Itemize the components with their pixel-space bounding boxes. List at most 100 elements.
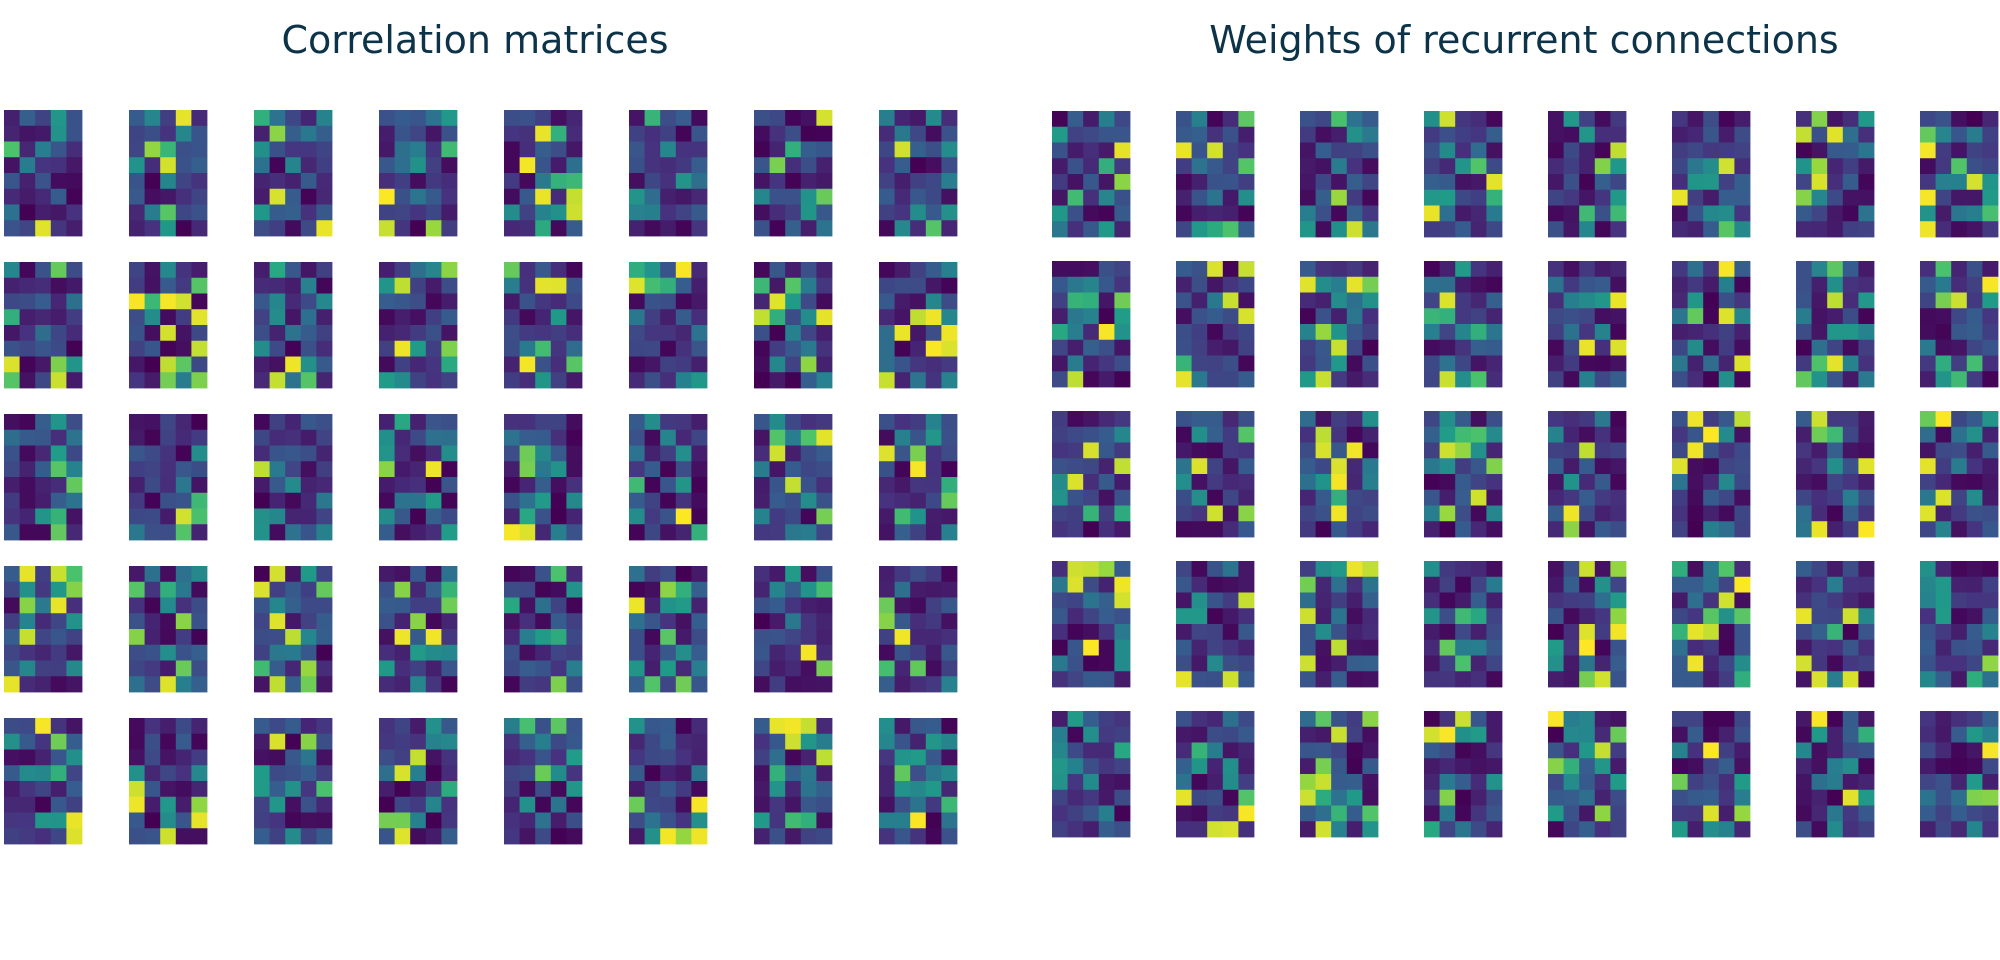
heatmap-cell xyxy=(1238,821,1255,838)
heatmap-cell xyxy=(800,429,817,446)
heatmap-cell xyxy=(941,429,958,446)
heatmap-cell xyxy=(1486,458,1503,475)
heatmap-cell xyxy=(1796,655,1812,672)
heatmap-cell xyxy=(691,812,708,829)
heatmap-cell xyxy=(785,173,802,190)
heatmap-cell xyxy=(425,141,442,158)
heatmap-cell xyxy=(1191,371,1208,388)
heatmap-cell xyxy=(894,765,911,782)
heatmap-cell xyxy=(629,796,645,813)
heatmap-cell xyxy=(1672,821,1688,838)
heatmap-cell xyxy=(1966,371,1983,388)
heatmap-cell xyxy=(285,644,302,661)
heatmap-cell xyxy=(769,356,786,373)
heatmap-cell xyxy=(300,262,317,279)
heatmap-cell xyxy=(1672,158,1688,175)
heatmap-cell xyxy=(1470,261,1487,278)
heatmap-cell xyxy=(269,828,286,845)
heatmap-cell xyxy=(129,262,145,279)
heatmap-cell xyxy=(1067,742,1084,759)
heatmap-cell xyxy=(1935,671,1952,688)
heatmap-matrix xyxy=(254,110,333,237)
heatmap-cell xyxy=(1703,261,1720,278)
heatmap-cell xyxy=(175,566,192,583)
heatmap-cell xyxy=(1718,758,1735,775)
heatmap-cell xyxy=(1842,142,1859,159)
heatmap-cell xyxy=(1951,442,1968,459)
heatmap-cell xyxy=(1176,726,1192,743)
heatmap-cell xyxy=(519,293,536,310)
heatmap-cell xyxy=(1114,142,1131,159)
heatmap-cell xyxy=(941,340,958,357)
heatmap-cell xyxy=(316,718,333,735)
heatmap-cell xyxy=(394,581,411,598)
heatmap-cell xyxy=(550,220,567,237)
heatmap-cell xyxy=(425,429,442,446)
heatmap-cell xyxy=(910,477,927,494)
heatmap-cell xyxy=(1362,711,1379,728)
heatmap-cell xyxy=(1300,292,1316,309)
heatmap-cell xyxy=(1222,711,1239,728)
heatmap-cell xyxy=(1114,442,1131,459)
heatmap-cell xyxy=(1594,774,1611,791)
heatmap-cell xyxy=(1827,758,1844,775)
heatmap-cell xyxy=(660,492,677,509)
heatmap-cell xyxy=(316,309,333,326)
heatmap-cell xyxy=(19,309,36,326)
heatmap-cell xyxy=(1083,111,1100,128)
heatmap-cell xyxy=(941,566,958,583)
heatmap-cell xyxy=(1346,758,1363,775)
heatmap-cell xyxy=(254,110,270,127)
heatmap-cell xyxy=(1920,142,1936,159)
heatmap-cell xyxy=(144,372,161,389)
heatmap-cell xyxy=(1796,426,1812,443)
heatmap-cell xyxy=(1951,742,1968,759)
heatmap-cell xyxy=(535,477,552,494)
heatmap-cell xyxy=(519,477,536,494)
heatmap-cell xyxy=(800,796,817,813)
heatmap-cell xyxy=(691,749,708,766)
heatmap-cell xyxy=(816,141,833,158)
heatmap-cell xyxy=(316,581,333,598)
heatmap-cell xyxy=(675,733,692,750)
heatmap-cell xyxy=(644,812,661,829)
heatmap-cell xyxy=(1222,442,1239,459)
heatmap-cell xyxy=(269,644,286,661)
heatmap-cell xyxy=(1579,126,1596,143)
heatmap-cell xyxy=(1052,174,1068,191)
heatmap-cell xyxy=(1207,111,1224,128)
heatmap-cell xyxy=(941,749,958,766)
heatmap-cell xyxy=(4,796,20,813)
heatmap-cell xyxy=(1346,142,1363,159)
heatmap-cell xyxy=(35,676,52,693)
heatmap-cell xyxy=(144,293,161,310)
heatmap-cell xyxy=(1207,521,1224,538)
heatmap-cell xyxy=(4,566,20,583)
heatmap-cell xyxy=(1672,308,1688,325)
heatmap-cell xyxy=(1176,221,1192,238)
heatmap-cell xyxy=(1114,474,1131,491)
heatmap-cell xyxy=(254,629,270,646)
heatmap-cell xyxy=(1238,276,1255,293)
heatmap-cell xyxy=(769,524,786,541)
heatmap-cell xyxy=(1362,639,1379,656)
heatmap-cell xyxy=(1935,805,1952,822)
heatmap-cell xyxy=(441,733,458,750)
heatmap-cell xyxy=(535,492,552,509)
heatmap-cell xyxy=(1920,324,1936,341)
heatmap-cell xyxy=(1734,339,1751,356)
heatmap-cell xyxy=(1842,276,1859,293)
heatmap-cell xyxy=(66,461,83,478)
heatmap-cell xyxy=(191,262,208,279)
heatmap-cell xyxy=(300,492,317,509)
heatmap-cell xyxy=(660,581,677,598)
heatmap-cell xyxy=(675,188,692,205)
heatmap-cell xyxy=(316,676,333,693)
heatmap-cell xyxy=(1579,308,1596,325)
heatmap-cell xyxy=(1718,789,1735,806)
heatmap-cell xyxy=(66,796,83,813)
heatmap-cell xyxy=(1811,426,1828,443)
heatmap-cell xyxy=(816,566,833,583)
heatmap-cell xyxy=(1920,489,1936,506)
heatmap-cell xyxy=(1920,308,1936,325)
